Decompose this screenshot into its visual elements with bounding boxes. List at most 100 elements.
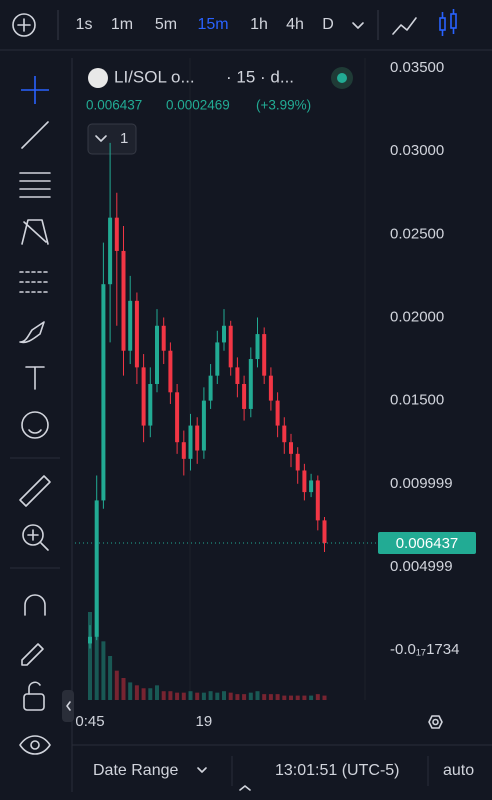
volume-bar: [108, 656, 113, 700]
volume-bar: [148, 688, 153, 700]
volume-bar: [141, 688, 146, 700]
candle-body: [282, 425, 287, 443]
volume-bar: [215, 692, 220, 700]
lock-drawing-tool[interactable]: [21, 643, 44, 666]
market-status-dot: [337, 73, 347, 83]
interval-info: · 15 · d...: [226, 67, 294, 86]
interval-button[interactable]: 5m: [155, 16, 177, 33]
scale-mode[interactable]: auto: [443, 762, 474, 779]
magnet-tool[interactable]: [24, 594, 46, 616]
candle-body: [235, 367, 240, 384]
volume-bar: [262, 694, 267, 700]
candle-body: [94, 500, 99, 637]
candle-body: [128, 300, 133, 351]
text-tool[interactable]: [25, 366, 45, 390]
y-tick-label: 0.03000: [390, 142, 444, 159]
candle-body: [201, 400, 206, 451]
brush-tool[interactable]: [19, 321, 45, 344]
left-toolbar: [10, 76, 60, 755]
add-icon: [17, 18, 31, 32]
legend-change: 0.0002469: [166, 98, 230, 113]
interval-button[interactable]: 4h: [286, 16, 304, 33]
volume-bar: [175, 692, 180, 700]
candle-body: [141, 367, 146, 426]
zoom-tool[interactable]: [22, 524, 44, 546]
interval-button[interactable]: 1s: [76, 16, 93, 33]
volume-bar: [248, 692, 253, 700]
candle-body: [322, 520, 327, 544]
interval-button[interactable]: 1h: [250, 16, 268, 33]
x-tick-label: 0:45: [75, 713, 104, 730]
top-toolbar: [12, 9, 457, 40]
candle-body: [148, 383, 153, 426]
price-tag-label: 0.006437: [396, 535, 459, 552]
ruler-tool[interactable]: [19, 475, 51, 507]
volume-bar: [155, 685, 159, 700]
collapse-icon: [66, 701, 71, 711]
volume-bar: [222, 691, 226, 700]
volume-bar: [88, 612, 92, 700]
price-tag: [378, 532, 476, 555]
emoji-mouth: [28, 429, 42, 434]
lock-shackle: [28, 681, 41, 695]
indicators-toggle[interactable]: [87, 123, 137, 155]
settings-button[interactable]: [428, 715, 443, 729]
visibility-tool[interactable]: [19, 735, 51, 755]
candle-body: [175, 392, 180, 443]
candle-body: [275, 400, 280, 426]
drag-handle[interactable]: [239, 785, 251, 791]
forecast-tool[interactable]: [19, 271, 49, 293]
fib-tool[interactable]: [19, 172, 51, 198]
pattern-tool[interactable]: [21, 219, 49, 245]
volume-bar: [195, 692, 200, 700]
interval-button[interactable]: D: [322, 16, 334, 33]
y-tick-label: 0.004999: [390, 558, 453, 575]
y-tick-label: 0.02500: [390, 225, 444, 242]
interval-button[interactable]: 15m: [197, 16, 228, 33]
candle-body: [295, 453, 300, 471]
symbol-logo: [88, 68, 108, 88]
interval-button[interactable]: 1m: [111, 16, 133, 33]
volume-bar: [228, 692, 233, 700]
trend-line-tool[interactable]: [21, 121, 49, 149]
candle-body: [121, 250, 126, 351]
add-symbol-button[interactable]: [12, 13, 36, 37]
volume-bar: [201, 692, 206, 700]
volume-bar: [322, 695, 327, 700]
collapse-toolbar-handle[interactable]: [62, 690, 74, 722]
candle-body: [101, 284, 106, 501]
candle-body: [134, 300, 139, 368]
volume-bar: [255, 691, 260, 700]
clock[interactable]: 13:01:51 (UTC-5): [275, 762, 400, 779]
interval-dropdown[interactable]: [352, 22, 364, 29]
candle-body: [88, 636, 92, 644]
candle-body: [262, 334, 267, 376]
candle-body: [242, 383, 247, 409]
candle-body: [188, 425, 193, 459]
lock-tool[interactable]: [23, 693, 45, 711]
x-tick-label: 19: [196, 713, 213, 730]
candle-body: [181, 442, 186, 459]
volume-bar: [161, 691, 166, 700]
volume-bar: [295, 695, 300, 700]
volume-bar: [268, 694, 273, 700]
y-tick-label: 0.03500: [390, 59, 444, 76]
volume-bar: [128, 682, 133, 700]
volume-bar: [289, 695, 293, 700]
candle-body: [155, 325, 159, 384]
line-chart-button[interactable]: [392, 17, 417, 35]
volume-bar: [114, 670, 119, 700]
crosshair-tool[interactable]: [21, 76, 49, 104]
date-range-button[interactable]: Date Range: [93, 762, 178, 779]
volume-bar: [121, 678, 126, 700]
candle-body: [208, 375, 213, 401]
emoji-tool[interactable]: [21, 411, 49, 439]
candle-chart-button[interactable]: [439, 9, 457, 36]
volume-bar: [94, 590, 99, 700]
symbol-name[interactable]: LI/SOL o...: [114, 67, 195, 86]
y-tick-label: 0.02000: [390, 308, 444, 325]
candle-body: [302, 470, 307, 493]
chevron: [95, 135, 107, 142]
